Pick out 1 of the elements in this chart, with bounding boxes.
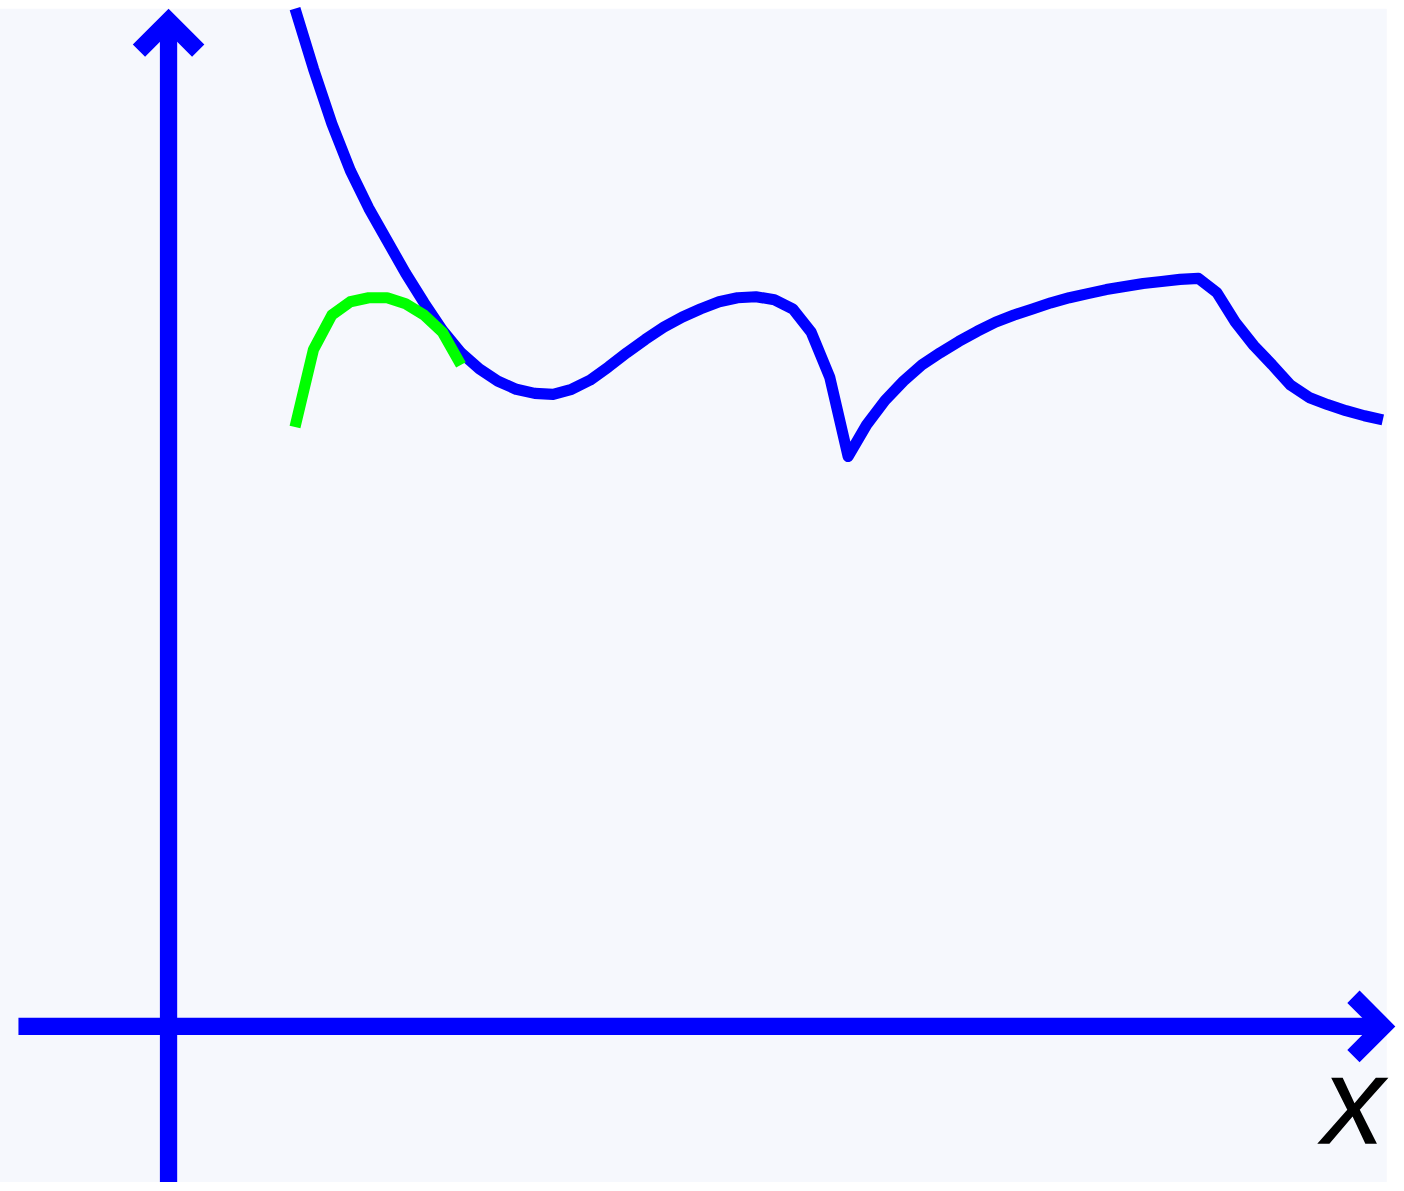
x-axis-title: x [1317, 1077, 1389, 1144]
